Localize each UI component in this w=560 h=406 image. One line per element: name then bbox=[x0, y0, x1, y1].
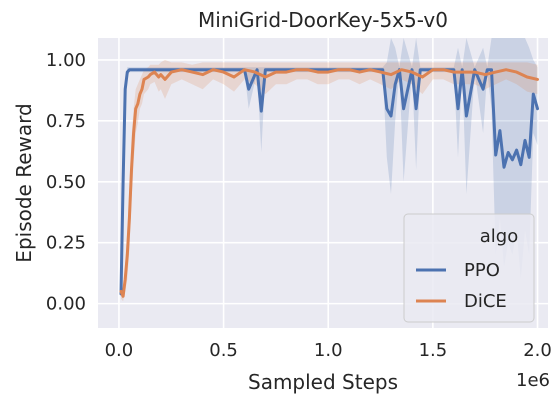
y-tick-label: 1.00 bbox=[46, 50, 86, 71]
legend: algo PPO DiCE bbox=[403, 213, 535, 323]
x-axis-scale-label: 1e6 bbox=[516, 370, 550, 391]
series-lines bbox=[119, 68, 539, 298]
legend-box bbox=[403, 213, 535, 323]
legend-entries: PPO DiCE bbox=[416, 260, 507, 312]
y-axis-label: Episode Reward bbox=[12, 103, 36, 262]
x-tick-label: 2.0 bbox=[523, 340, 552, 361]
chart-title: MiniGrid-DoorKey-5x5-v0 bbox=[198, 8, 448, 32]
y-tick-label: 0.00 bbox=[46, 294, 86, 315]
tick-labels: 0.0 0.5 1.0 1.5 2.0 0.00 0.25 0.50 0.75 1.00 bbox=[46, 50, 552, 361]
y-tick-label: 0.25 bbox=[46, 233, 86, 254]
y-tick-label: 0.50 bbox=[46, 172, 86, 193]
x-tick-label: 0.5 bbox=[209, 340, 238, 361]
legend-title: algo bbox=[480, 226, 518, 247]
series-line-dice bbox=[119, 68, 539, 298]
confidence-bands bbox=[121, 38, 538, 302]
y-tick-label: 0.75 bbox=[46, 111, 86, 132]
legend-label-ppo: PPO bbox=[464, 260, 500, 281]
x-axis-label: Sampled Steps bbox=[248, 370, 398, 394]
confidence-band-ppo bbox=[121, 38, 538, 299]
x-tick-label: 0.0 bbox=[105, 340, 134, 361]
x-tick-label: 1.0 bbox=[314, 340, 343, 361]
legend-label-dice: DiCE bbox=[464, 291, 507, 312]
confidence-band-dice bbox=[121, 59, 538, 302]
x-tick-label: 1.5 bbox=[419, 340, 448, 361]
